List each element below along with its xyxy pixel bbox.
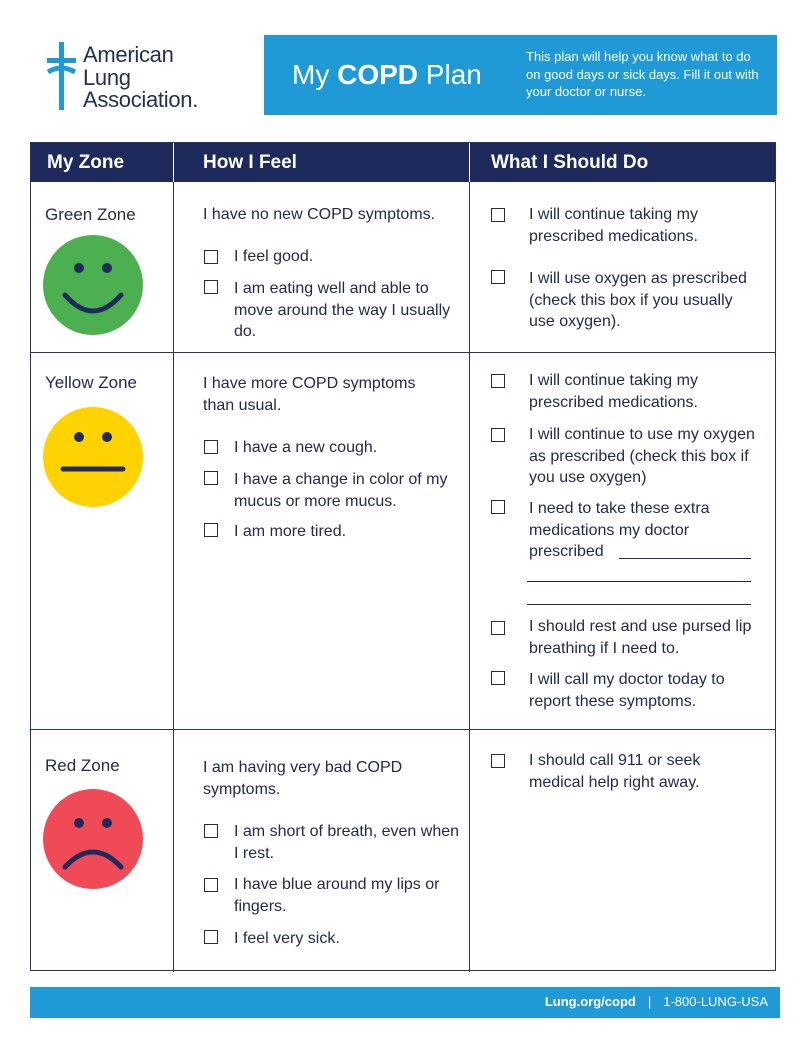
yellow-do-item: I will continue to use my oxygen as pres… <box>529 426 755 486</box>
sad-face-icon <box>43 789 143 889</box>
header-divider <box>173 143 174 182</box>
neutral-face-icon <box>43 407 143 507</box>
logo-line-2: Lung <box>83 64 131 90</box>
col-header-feel: How I Feel <box>203 152 297 173</box>
header-divider <box>469 143 470 182</box>
red-feel-item: I feel very sick. <box>234 930 340 947</box>
red-do-item: I should call 911 or seek medical help r… <box>529 752 701 791</box>
checkbox-icon[interactable] <box>204 824 218 838</box>
footer-separator: | <box>647 994 652 1009</box>
checkbox-icon[interactable] <box>491 754 505 768</box>
write-in-line[interactable] <box>619 558 751 559</box>
footer-bar: Lung.org/copd | 1-800-LUNG-USA <box>30 987 780 1018</box>
green-feel-intro: I have no new COPD symptoms. <box>203 206 436 223</box>
checkbox-icon[interactable] <box>491 374 505 388</box>
col-header-do: What I Should Do <box>491 152 649 173</box>
logo-line-1: American <box>83 42 174 67</box>
footer-contact: Lung.org/copd | 1-800-LUNG-USA <box>545 994 768 1009</box>
zone-name-red: Red Zone <box>45 756 120 775</box>
checkbox-icon[interactable] <box>491 428 505 442</box>
green-do-item: I will use oxygen as prescribed (check t… <box>529 270 747 330</box>
zone-table: My Zone How I Feel What I Should Do Gree… <box>30 142 776 972</box>
write-in-line[interactable] <box>527 581 751 582</box>
red-feel-intro: I am having very bad COPD symptoms. <box>203 759 403 798</box>
checkbox-icon[interactable] <box>491 621 505 635</box>
yellow-feel-item: I am more tired. <box>234 523 347 540</box>
checkbox-icon[interactable] <box>491 208 505 222</box>
checkbox-icon[interactable] <box>204 250 218 264</box>
checkbox-icon[interactable] <box>204 930 218 944</box>
page-description: This plan will help you know what to do … <box>526 49 759 99</box>
yellow-feel-item: I have a change in color of my mucus or … <box>234 471 448 510</box>
yellow-do-item: I will call my doctor today to report th… <box>529 671 725 710</box>
checkbox-icon[interactable] <box>204 523 218 537</box>
red-feel-item: I have blue around my lips or fingers. <box>234 876 440 915</box>
green-feel-item: I am eating well and able to move around… <box>234 280 451 340</box>
checkbox-icon[interactable] <box>204 471 218 485</box>
column-divider <box>173 143 174 972</box>
page-title: My COPD Plan <box>292 59 482 90</box>
yellow-feel-item: I have a new cough. <box>234 439 378 456</box>
checkbox-icon[interactable] <box>491 270 505 284</box>
col-header-zone: My Zone <box>47 152 125 173</box>
yellow-do-item: I will continue taking my prescribed med… <box>529 372 698 411</box>
happy-face-icon <box>43 235 143 335</box>
footer-website-link[interactable]: Lung.org/copd <box>544 994 636 1009</box>
table-header: My Zone How I Feel What I Should Do <box>31 143 775 182</box>
footer-phone[interactable]: 1-800-LUNG-USA <box>663 994 768 1009</box>
yellow-do-item: I need to take these extra medications m… <box>529 500 710 560</box>
checkbox-icon[interactable] <box>204 878 218 892</box>
logo-wordmark: American Lung Association. <box>83 42 199 112</box>
column-divider <box>469 143 470 972</box>
lung-cross-icon <box>46 42 77 110</box>
write-in-line[interactable] <box>527 604 751 605</box>
checkbox-icon[interactable] <box>204 280 218 294</box>
zone-name-green: Green Zone <box>45 205 136 224</box>
yellow-do-item: I should rest and use pursed lip breathi… <box>529 618 752 657</box>
logo: American Lung Association. <box>46 42 246 114</box>
row-divider <box>31 352 775 353</box>
green-feel-item: I feel good. <box>234 248 314 265</box>
checkbox-icon[interactable] <box>204 440 218 454</box>
row-divider <box>31 729 775 730</box>
yellow-feel-intro: I have more COPD symptoms than usual. <box>203 375 416 414</box>
header-banner: My COPD Plan This plan will help you kno… <box>264 35 777 115</box>
checkbox-icon[interactable] <box>491 671 505 685</box>
zone-name-yellow: Yellow Zone <box>45 373 137 392</box>
red-feel-item: I am short of breath, even when I rest. <box>234 823 460 862</box>
logo-line-3: Association. <box>83 87 199 112</box>
green-do-item: I will continue taking my prescribed med… <box>529 206 698 245</box>
checkbox-icon[interactable] <box>491 500 505 514</box>
